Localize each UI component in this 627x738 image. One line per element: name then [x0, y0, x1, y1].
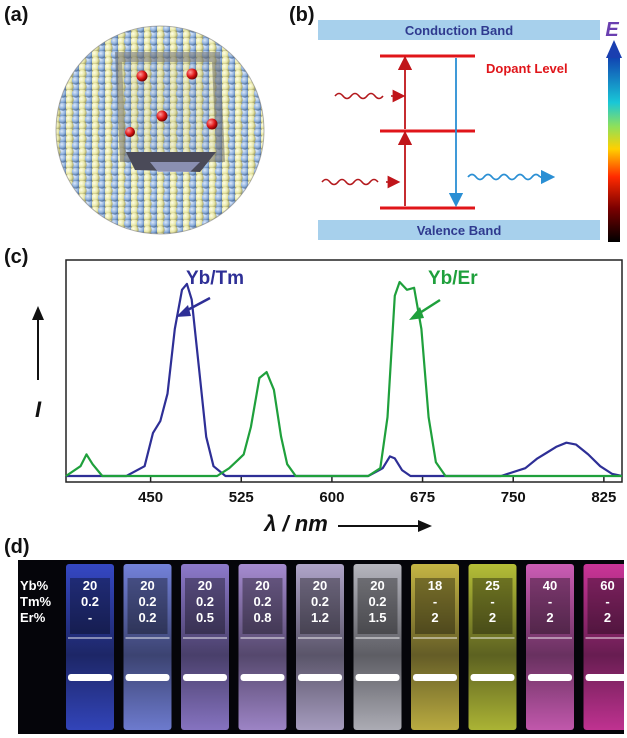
glow-band [125, 674, 170, 681]
sample-value: 2 [604, 610, 611, 625]
x-axis-label: λ / nm [263, 511, 328, 536]
excitation-photon-bottom [321, 178, 379, 186]
glow-band [585, 674, 624, 681]
sample-value: - [548, 594, 552, 609]
sample-value: - [433, 594, 437, 609]
sample-value: 0.8 [253, 610, 271, 625]
x-tick-label: 825 [591, 489, 616, 506]
nanoparticle-illustration [55, 25, 265, 235]
panel-d-label: (d) [4, 536, 30, 558]
cuvette [66, 564, 114, 730]
sample-value: - [605, 594, 609, 609]
sample-value: 0.5 [196, 610, 214, 625]
sample-value: 20 [255, 578, 269, 593]
x-tick-label: 675 [410, 489, 435, 506]
sample-value: 20 [83, 578, 97, 593]
cuvette [353, 564, 402, 730]
sample-value: 20 [198, 578, 212, 593]
cuvette [123, 564, 172, 730]
sample-value: 25 [485, 578, 499, 593]
glow-band [68, 674, 112, 681]
series-label-yb-er: Yb/Er [428, 268, 478, 289]
cuvette [411, 564, 459, 730]
glow-band [183, 674, 227, 681]
plot-frame [65, 259, 623, 483]
glow-band [413, 674, 457, 681]
sample-value: - [88, 610, 92, 625]
panel-b-label: (b) [289, 4, 315, 26]
sample-value: 0.2 [81, 594, 99, 609]
valence-band-label: Valence Band [417, 223, 502, 238]
x-tick-label: 525 [229, 489, 254, 506]
sample-value: 0.2 [138, 594, 156, 609]
sample-value: 2 [489, 610, 496, 625]
sample-value: 2 [431, 610, 438, 625]
emission-spectrum-chart: 450 525 600 675 750 825 I λ / nm Yb/Tm Yb/Er [32, 259, 623, 536]
series-line-yb-tm [66, 282, 623, 478]
sample-value: 1.5 [368, 610, 386, 625]
energy-label: E [605, 19, 619, 41]
cuvette [526, 564, 574, 730]
excitation-photon-top [334, 92, 384, 100]
sample-value: 0.2 [368, 594, 386, 609]
y-axis-label: I [35, 397, 42, 422]
panel-c-label: (c) [4, 246, 29, 268]
emission-photon [467, 173, 541, 181]
sample-value: 0.2 [196, 594, 214, 609]
glow-band [298, 674, 342, 681]
sample-value: 20 [370, 578, 384, 593]
x-tick-label: 450 [138, 489, 163, 506]
sample-value: 18 [428, 578, 442, 593]
dopant-level-label: Dopant Level [486, 61, 568, 76]
series-label-yb-tm: Yb/Tm [186, 268, 244, 289]
sample-value: - [490, 594, 494, 609]
x-tick-label: 600 [319, 489, 344, 506]
sample-value: 0.2 [311, 594, 329, 609]
row-label: Tm% [20, 594, 52, 609]
panel-a-label: (a) [4, 4, 29, 26]
series-line-yb-er [65, 280, 622, 478]
cuvette-photo: 200.2-200.20.2200.20.5200.20.8200.21.220… [18, 560, 624, 734]
conduction-band-label: Conduction Band [405, 23, 513, 38]
energy-color-bar [608, 56, 620, 242]
cuvette [468, 564, 517, 730]
valence-band [318, 220, 600, 240]
cuvette [583, 564, 624, 730]
sample-value: 0.2 [138, 610, 156, 625]
glow-band [528, 674, 572, 681]
row-label: Yb% [20, 578, 49, 593]
glow-band [240, 674, 285, 681]
conduction-band [318, 20, 600, 40]
x-tick-label: 750 [501, 489, 526, 506]
glow-band [470, 674, 515, 681]
cuvette [181, 564, 229, 730]
cuvette [296, 564, 344, 730]
sample-value: 20 [140, 578, 154, 593]
energy-level-diagram: Conduction Band Valence Band Dopant Leve… [318, 19, 622, 242]
sample-value: 40 [543, 578, 557, 593]
sample-value: 20 [313, 578, 327, 593]
glow-band [355, 674, 400, 681]
sample-value: 1.2 [311, 610, 329, 625]
sample-value: 2 [546, 610, 553, 625]
sample-value: 60 [600, 578, 614, 593]
cuvette [238, 564, 287, 730]
row-label: Er% [20, 610, 46, 625]
sample-value: 0.2 [253, 594, 271, 609]
